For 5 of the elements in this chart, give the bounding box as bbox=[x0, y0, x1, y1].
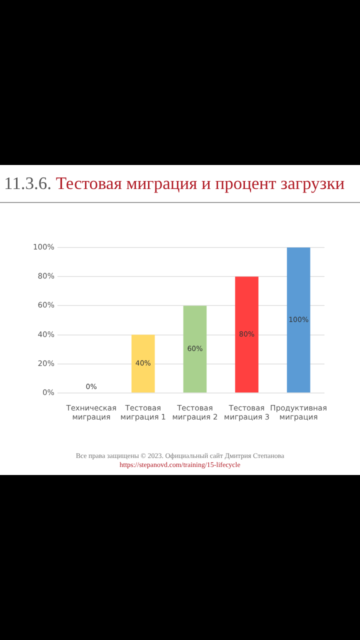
bar bbox=[235, 276, 258, 392]
bar bbox=[286, 248, 310, 392]
bar bbox=[132, 334, 155, 392]
chart-title: 11.3.6. Тестовая миграция и процент загрузки bbox=[4, 173, 345, 193]
bar bbox=[183, 306, 207, 392]
